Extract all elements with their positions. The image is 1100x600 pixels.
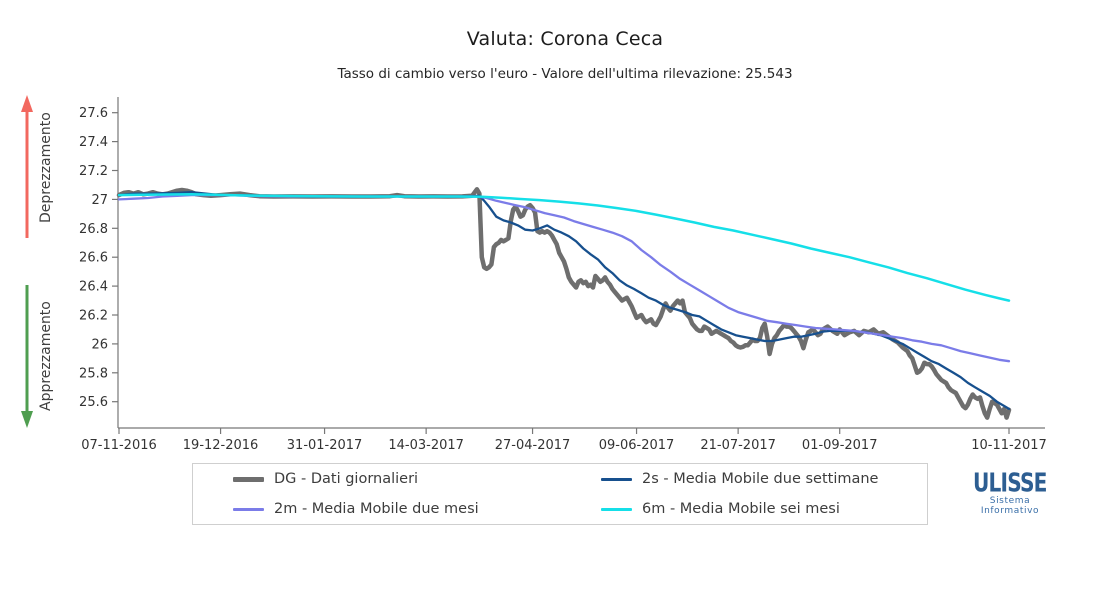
legend-item-2s: 2s - Media Mobile due settimane — [601, 471, 927, 487]
dg-line-swatch — [233, 476, 264, 482]
page-title: Valuta: Corona Ceca — [466, 28, 664, 50]
series-line-2s — [117, 191, 1011, 411]
x-tick-label: 07-11-2016 — [81, 438, 157, 453]
x-tick-label: 27-04-2017 — [495, 438, 571, 453]
chart-legend: DG - Dati giornalieri 2s - Media Mobile … — [192, 463, 928, 525]
y-tick-label: 25.8 — [79, 366, 108, 381]
y-tick-label: 27.4 — [79, 135, 108, 150]
chart-subtitle: Tasso di cambio verso l'euro - Valore de… — [337, 66, 793, 82]
appreciation-annotation: Apprezzamento — [20, 283, 54, 429]
x-tick-label: 21-07-2017 — [700, 438, 776, 453]
y-tick-label: 27.2 — [79, 164, 108, 179]
x-tick-label: 31-01-2017 — [287, 438, 363, 453]
y-tick-label: 25.6 — [79, 395, 108, 410]
x-tick-label: 09-06-2017 — [599, 438, 675, 453]
depreciation-annotation: Deprezzamento — [20, 95, 54, 240]
y-tick-label: 26.4 — [79, 280, 108, 295]
y-tick-label: 26.8 — [79, 222, 108, 237]
x-tick-label: 14-03-2017 — [388, 438, 464, 453]
legend-label-2m: 2m - Media Mobile due mesi — [274, 501, 479, 517]
2m-line-swatch — [233, 507, 264, 511]
legend-item-2m: 2m - Media Mobile due mesi — [233, 501, 601, 517]
up-arrow-icon — [21, 95, 33, 238]
legend-item-6m: 6m - Media Mobile sei mesi — [601, 501, 927, 517]
down-arrow-icon — [21, 285, 33, 428]
y-tick-label: 26.2 — [79, 309, 108, 324]
series-line-6m — [117, 193, 1011, 302]
series-line-DG — [116, 187, 1012, 420]
x-tick-label: 10-11-2017 — [971, 438, 1047, 453]
x-tick-label: 19-12-2016 — [183, 438, 259, 453]
y-tick-label: 26 — [91, 337, 108, 352]
legend-label-dg: DG - Dati giornalieri — [274, 471, 419, 487]
y-tick-label: 27 — [91, 193, 108, 208]
legend-label-2s: 2s - Media Mobile due settimane — [642, 471, 879, 487]
series-line-2m — [117, 193, 1011, 363]
x-tick-label: 01-09-2017 — [802, 438, 878, 453]
exchange-rate-chart: 27.6 27.4 27.2 27 26.8 26.6 26.4 26.2 26 25.8 25.6… — [79, 97, 1047, 453]
legend-item-dg: DG - Dati giornalieri — [233, 471, 601, 487]
y-tick-label: 26.6 — [79, 251, 108, 266]
ulisse-logo: ULISSE Sistema Informativo — [966, 470, 1054, 516]
2s-line-swatch — [601, 477, 632, 481]
legend-label-6m: 6m - Media Mobile sei mesi — [642, 501, 840, 517]
y-tick-label: 27.6 — [79, 106, 108, 121]
6m-line-swatch — [601, 507, 632, 511]
up-arrow-head — [21, 95, 33, 112]
ulisse-logo-subtitle-line1: Sistema — [989, 496, 1031, 506]
ulisse-logo-wordmark: ULISSE — [973, 467, 1047, 499]
ulisse-logo-subtitle-line2: Informativo — [980, 506, 1040, 516]
down-arrow-head — [21, 411, 33, 428]
